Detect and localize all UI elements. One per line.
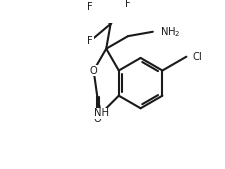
Text: NH$_2$: NH$_2$ — [159, 25, 179, 39]
Text: Cl: Cl — [191, 52, 201, 62]
Text: F: F — [87, 2, 93, 12]
Text: O: O — [93, 114, 101, 124]
Text: F: F — [87, 36, 93, 46]
Text: F: F — [124, 0, 130, 9]
Text: O: O — [89, 66, 97, 76]
Text: NH: NH — [93, 108, 108, 118]
